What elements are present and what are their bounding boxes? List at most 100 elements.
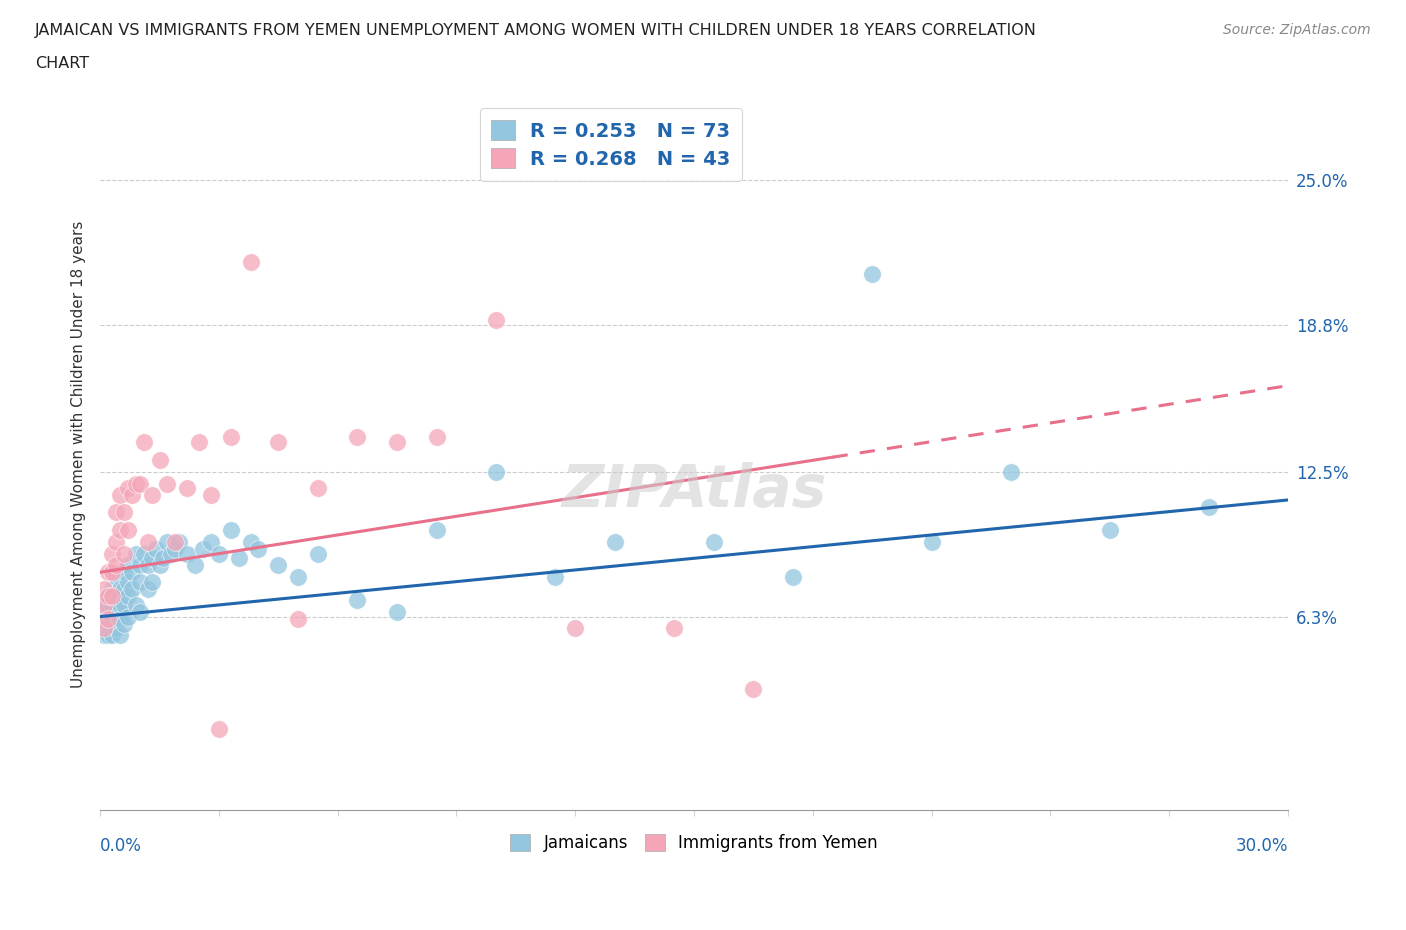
Point [93, 621, 115, 636]
Point [112, 617, 135, 631]
Text: Source: ZipAtlas.com: Source: ZipAtlas.com [1223, 23, 1371, 37]
Point [121, 565, 143, 579]
Point [165, 541, 187, 556]
Text: CHART: CHART [35, 56, 89, 71]
Point [97, 617, 120, 631]
Point [125, 546, 148, 561]
Point [97, 597, 120, 612]
Point [117, 609, 139, 624]
Point [191, 541, 214, 556]
Point [703, 535, 725, 550]
Point [101, 588, 124, 603]
Point [156, 535, 179, 550]
Point [108, 523, 131, 538]
Point [97, 565, 120, 579]
Text: 30.0%: 30.0% [1236, 837, 1288, 856]
Point [664, 621, 686, 636]
Point [93, 604, 115, 619]
Point [184, 558, 207, 573]
Point [136, 558, 159, 573]
Point [128, 604, 150, 619]
Point [1198, 499, 1220, 514]
Point [108, 612, 131, 627]
Point [104, 535, 127, 550]
Point [117, 558, 139, 573]
Point [112, 565, 135, 579]
Point [287, 612, 309, 627]
Point [128, 476, 150, 491]
Point [152, 551, 174, 565]
Point [97, 612, 120, 627]
Point [117, 588, 139, 603]
Point [1000, 464, 1022, 479]
Point [426, 430, 449, 445]
Point [1098, 523, 1121, 538]
Point [112, 546, 135, 561]
Point [112, 504, 135, 519]
Point [93, 592, 115, 607]
Point [346, 592, 368, 607]
Point [921, 535, 943, 550]
Point [165, 535, 187, 550]
Point [104, 558, 127, 573]
Point [176, 546, 198, 561]
Point [148, 558, 170, 573]
Legend: Jamaicans, Immigrants from Yemen: Jamaicans, Immigrants from Yemen [503, 828, 884, 858]
Point [544, 569, 567, 584]
Point [307, 481, 329, 496]
Point [200, 488, 222, 503]
Point [267, 558, 290, 573]
Point [564, 621, 586, 636]
Point [239, 535, 262, 550]
Point [228, 551, 250, 565]
Point [104, 504, 127, 519]
Point [346, 430, 368, 445]
Point [287, 569, 309, 584]
Point [101, 628, 124, 643]
Point [742, 682, 765, 697]
Point [200, 535, 222, 550]
Point [117, 574, 139, 589]
Point [108, 581, 131, 596]
Point [108, 569, 131, 584]
Point [136, 581, 159, 596]
Point [141, 488, 163, 503]
Point [247, 541, 270, 556]
Point [121, 488, 143, 503]
Point [426, 523, 449, 538]
Point [93, 617, 115, 631]
Point [97, 588, 120, 603]
Point [108, 488, 131, 503]
Point [782, 569, 804, 584]
Point [169, 535, 191, 550]
Point [93, 628, 115, 643]
Point [112, 581, 135, 596]
Point [101, 546, 124, 561]
Point [93, 581, 115, 596]
Point [132, 546, 155, 561]
Point [121, 581, 143, 596]
Point [160, 546, 183, 561]
Point [117, 481, 139, 496]
Point [141, 551, 163, 565]
Point [860, 266, 883, 281]
Point [485, 312, 508, 327]
Point [97, 628, 120, 643]
Point [188, 434, 211, 449]
Text: ZIPAtlas: ZIPAtlas [561, 461, 827, 519]
Point [101, 565, 124, 579]
Point [104, 569, 127, 584]
Point [104, 621, 127, 636]
Point [101, 581, 124, 596]
Point [208, 546, 231, 561]
Point [239, 255, 262, 270]
Point [485, 464, 508, 479]
Point [108, 628, 131, 643]
Point [104, 588, 127, 603]
Point [125, 597, 148, 612]
Point [101, 597, 124, 612]
Point [219, 430, 242, 445]
Point [208, 721, 231, 736]
Point [148, 453, 170, 468]
Point [112, 597, 135, 612]
